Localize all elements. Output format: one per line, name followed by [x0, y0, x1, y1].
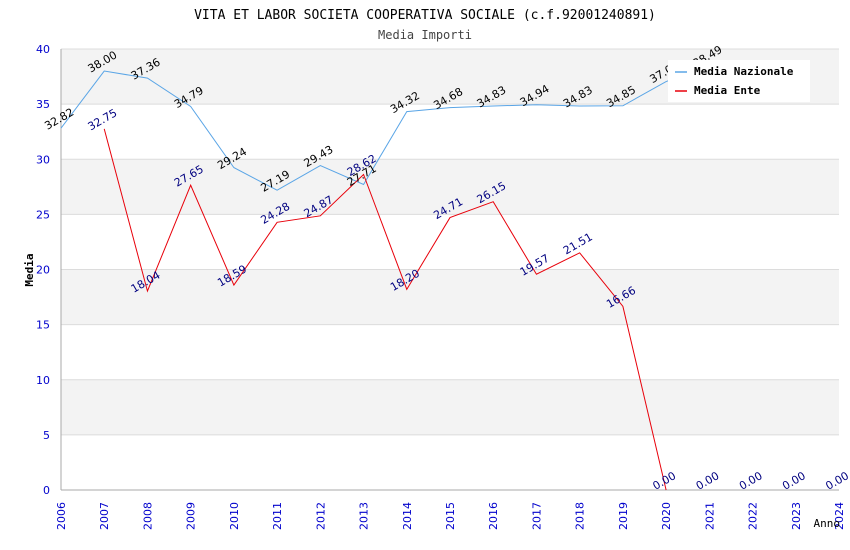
- legend-label-media-nazionale: Media Nazionale: [694, 65, 794, 78]
- series-lines: [60, 65, 710, 491]
- y-tick-label: 30: [36, 153, 50, 166]
- y-axis-tick-labels: 0 5 10 15 20 25 30 35 40: [36, 43, 50, 497]
- x-axis-label: Anno: [814, 517, 841, 530]
- plot-band: [61, 159, 839, 215]
- x-tick-label: 2007: [98, 502, 111, 530]
- chart-subtitle: Media Importi: [378, 28, 472, 42]
- x-tick-label: 2017: [530, 502, 543, 530]
- axes: [60, 49, 839, 491]
- legend-box: [668, 60, 810, 102]
- series-line-media-nazionale: [60, 65, 710, 191]
- x-tick-label: 2013: [358, 502, 371, 530]
- x-tick-label: 2006: [55, 502, 68, 530]
- plot-background-bands: [61, 49, 839, 435]
- x-tick-label: 2015: [444, 502, 457, 530]
- y-tick-label: 25: [36, 208, 50, 221]
- x-tick-label: 2016: [487, 502, 500, 530]
- y-tick-label: 15: [36, 319, 50, 332]
- y-tick-label: 0: [43, 484, 50, 497]
- data-label: 0.00: [823, 469, 850, 493]
- y-tick-label: 10: [36, 374, 50, 387]
- y-tick-label: 35: [36, 98, 50, 111]
- legend-label-media-ente: Media Ente: [694, 84, 761, 97]
- x-tick-label: 2011: [271, 502, 284, 530]
- data-label: 0.00: [780, 469, 808, 493]
- plot-band: [61, 379, 839, 435]
- data-label: 0.00: [737, 469, 765, 493]
- x-tick-label: 2012: [314, 502, 327, 530]
- x-tick-label: 2020: [660, 502, 673, 530]
- data-label: 32.75: [86, 106, 120, 133]
- x-tick-label: 2019: [617, 502, 630, 530]
- chart-title: VITA ET LABOR SOCIETA COOPERATIVA SOCIAL…: [194, 8, 656, 23]
- legend: Media Nazionale Media Ente: [668, 60, 810, 102]
- y-axis-label: Media: [23, 253, 36, 286]
- x-axis-tick-labels: 2006 2007 2008 2009 2010 2011 2012 2013 2014 2015…: [55, 502, 846, 530]
- y-tick-label: 20: [36, 264, 50, 277]
- x-tick-label: 2014: [401, 502, 414, 530]
- y-tick-label: 40: [36, 43, 50, 56]
- data-label: 0.00: [694, 469, 722, 493]
- data-label: 0.00: [651, 469, 679, 493]
- plot-band: [61, 269, 839, 325]
- x-tick-label: 2008: [141, 502, 154, 530]
- x-tick-label: 2022: [747, 502, 760, 530]
- y-tick-label: 5: [43, 429, 50, 442]
- x-tick-label: 2023: [790, 502, 803, 530]
- x-tick-label: 2021: [703, 502, 716, 530]
- x-tick-label: 2010: [228, 502, 241, 530]
- x-tick-label: 2018: [574, 502, 587, 530]
- x-tick-label: 2024: [833, 502, 846, 530]
- x-tick-label: 2009: [185, 502, 198, 530]
- series-line-media-ente: [103, 128, 667, 491]
